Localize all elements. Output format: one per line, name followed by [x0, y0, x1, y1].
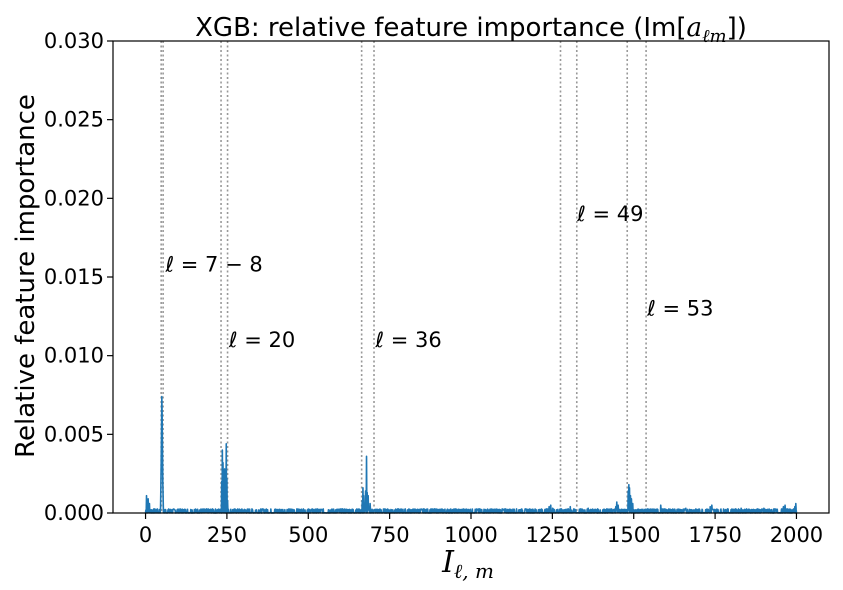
x-tick-label: 1250 [526, 523, 579, 547]
annotation-label: ℓ = 49 [576, 202, 643, 226]
y-tick-label: 0.010 [44, 344, 104, 368]
y-tick-label: 0.000 [44, 501, 104, 525]
annotation-label: ℓ = 53 [646, 296, 713, 320]
annotations-layer: ℓ = 7 − 8 ℓ = 20 ℓ = 36 ℓ = 49 ℓ = 53 [164, 202, 713, 352]
x-tick-label: 1000 [444, 523, 497, 547]
vlines-layer [160, 41, 647, 513]
plot-area: ℓ = 7 − 8 ℓ = 20 ℓ = 36 ℓ = 49 ℓ = 53 [112, 40, 830, 514]
x-axis-label: Iℓ, m [441, 545, 494, 583]
x-tick-label: 2000 [770, 523, 823, 547]
x-tick-label: 1500 [607, 523, 660, 547]
series-line [144, 395, 798, 514]
chart-title: XGB: relative feature importance (Im[aℓm… [195, 13, 747, 47]
annotation-label: ℓ = 7 − 8 [164, 252, 262, 276]
x-tick-label: 0 [139, 523, 152, 547]
y-tick-label: 0.005 [44, 422, 104, 446]
y-tick-label: 0.025 [44, 108, 104, 132]
y-tick-label: 0.020 [44, 186, 104, 210]
y-axis-ticks: 0.000 0.005 0.010 0.015 0.020 0.025 0.030 [44, 29, 113, 525]
x-axis-ticks: 0 250 500 750 1000 1250 1500 1750 2000 [139, 513, 823, 547]
annotation-label: ℓ = 20 [228, 328, 295, 352]
x-tick-label: 500 [288, 523, 328, 547]
x-tick-label: 1750 [688, 523, 741, 547]
y-axis-label: Relative feature importance [11, 94, 41, 458]
x-tick-label: 250 [207, 523, 247, 547]
y-tick-label: 0.030 [44, 29, 104, 53]
annotation-label: ℓ = 36 [374, 328, 441, 352]
y-tick-label: 0.015 [44, 265, 104, 289]
x-tick-label: 750 [370, 523, 410, 547]
